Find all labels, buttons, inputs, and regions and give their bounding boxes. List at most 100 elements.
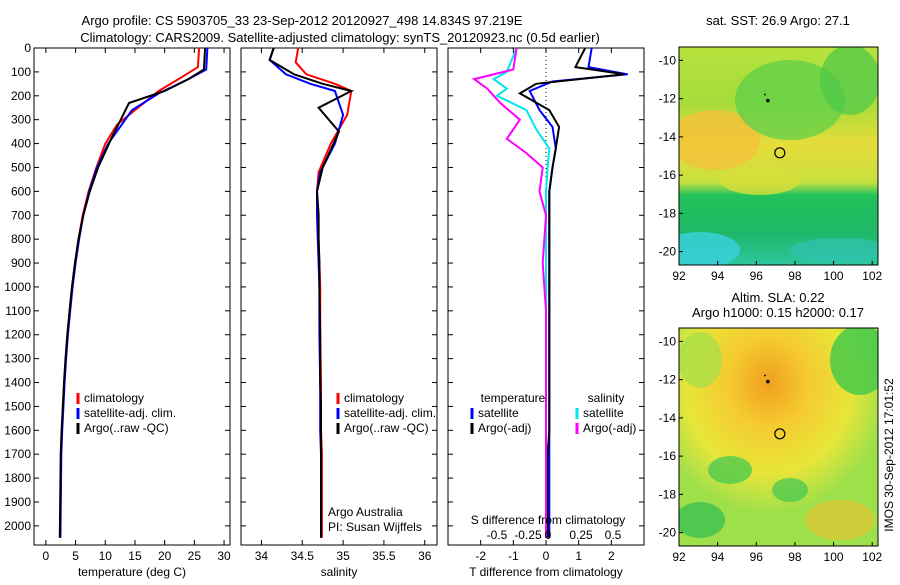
salinity-series-line (268, 47, 355, 538)
difference-xlabel: T difference from climatology (469, 565, 623, 579)
sst_map-xtick-label: 98 (788, 269, 802, 283)
legend-label: Argo(..raw -QC) (344, 421, 429, 435)
depth-tick-label: 100 (11, 65, 31, 79)
legend-label: climatology (344, 391, 404, 405)
figure-title-line1: Argo profile: CS 5903705_33 23-Sep-2012 … (82, 13, 523, 28)
sla_map-ytick-label: -12 (659, 373, 677, 387)
float-track-marker (766, 98, 770, 103)
float-track-marker (766, 379, 770, 384)
sst-map-frame (678, 46, 879, 266)
depth-tick-label: 600 (11, 184, 31, 198)
depth-tick-label: 1100 (5, 304, 31, 318)
sla_map-xtick-label: 98 (788, 550, 802, 564)
salinity-diff-tick-label: -0.25 (514, 528, 542, 542)
sla-map-subtitle: Argo h1000: 0.15 h2000: 0.17 (692, 305, 864, 320)
sst_map-ytick-label: -10 (659, 53, 677, 67)
profile-location-marker (774, 147, 786, 159)
sst-heatmap (679, 47, 878, 265)
depth-tick-label: 1900 (4, 495, 31, 509)
legend-label: satellite (478, 406, 519, 420)
salinity-xtick-label: 34.5 (291, 549, 315, 563)
sla-map-axes: 92 94 96 98 100 102 -10 -12 -14 -16 -18 -20 (659, 334, 883, 564)
salinity-panel (240, 47, 438, 546)
depth-tick-label: 800 (11, 232, 31, 246)
sla_map-ytick-label: -10 (659, 334, 677, 348)
sla_map-xtick-label: 102 (862, 550, 882, 564)
salinity-diff-tick-label: 0.5 (605, 528, 622, 542)
sla_map-ytick-label: -14 (659, 411, 677, 425)
legend-label: Argo(..raw -QC) (84, 421, 169, 435)
temperature-series-line (58, 47, 207, 538)
float-track-marker (763, 93, 766, 96)
depth-tick-label: 200 (11, 89, 31, 103)
difference-xtick-label: -1 (508, 549, 519, 563)
depth-tick-label: 700 (11, 208, 31, 222)
profile-location-marker (774, 428, 786, 440)
depth-tick-label: 1500 (4, 399, 31, 413)
depth-tick-label: 0 (24, 41, 31, 55)
salinity-diff-tick-label: 0.25 (569, 528, 593, 542)
salinity-series-line (294, 47, 353, 538)
depth-tick-label: 1600 (4, 423, 31, 437)
legend-head-salinity: salinity (588, 391, 625, 405)
imos-timestamp: IMOS 30-Sep-2012 17:01:52 (882, 378, 896, 532)
sst_map-xtick-label: 100 (824, 269, 844, 283)
depth-tick-label: 1000 (4, 280, 31, 294)
depth-tick-label: 1700 (4, 447, 31, 461)
legend-label: Argo(-adj) (478, 421, 531, 435)
difference-xtick-label: 0 (543, 549, 550, 563)
depth-tick-label: 1200 (4, 328, 31, 342)
sla_map-ytick-label: -18 (659, 487, 677, 501)
salinity-diff-tick-label: 0 (545, 528, 552, 542)
difference-series-line (517, 47, 625, 538)
temperature-xtick-label: 0 (43, 549, 50, 563)
sst_map-xtick-label: 92 (672, 269, 686, 283)
salinity-plot: 34 34.5 35 35.5 36 salinity climatologysatelli… (241, 47, 437, 579)
legend-head-temperature: temperature (481, 391, 546, 405)
salinity-xlabel: salinity (321, 565, 358, 579)
salinity-xtick-label: 36 (418, 549, 432, 563)
depth-tick-label: 400 (11, 137, 31, 151)
temperature-xtick-label: 15 (128, 549, 142, 563)
sst-map-axes: 92 94 96 98 100 102 -10 -12 -14 -16 -18 -20 (659, 53, 883, 283)
sla_map-xtick-label: 92 (672, 550, 686, 564)
difference-series-line (471, 47, 548, 538)
sla-map-frame (678, 327, 879, 547)
sla-heatmap (679, 328, 878, 546)
sst_map-ytick-label: -12 (659, 92, 677, 106)
operator-annotation: Argo Australia (328, 505, 403, 519)
salinity-xtick-label: 34 (255, 549, 269, 563)
temperature-xtick-label: 10 (99, 549, 113, 563)
difference-plot: -2 -1 0 1 2 T difference from climatology temp… (448, 47, 644, 579)
sla_map-xtick-label: 96 (750, 550, 764, 564)
temperature-xtick-label: 25 (188, 549, 202, 563)
depth-tick-label: 900 (11, 256, 31, 270)
difference-xtick-label: 1 (575, 549, 582, 563)
temperature-xtick-label: 20 (158, 549, 172, 563)
difference-xlabel-top: S difference from climatology (471, 513, 626, 527)
temperature-xtick-label: 30 (217, 549, 231, 563)
sla_map-xtick-label: 100 (824, 550, 844, 564)
difference-xtick-label: -2 (475, 549, 486, 563)
difference-series-line (491, 47, 551, 538)
salinity-diff-tick-label: -0.5 (487, 528, 508, 542)
sst_map-ytick-label: -16 (659, 168, 677, 182)
legend-label: climatology (84, 391, 144, 405)
figure-title-line2: Climatology: CARS2009. Satellite-adjuste… (80, 30, 600, 45)
temperature-panel (33, 47, 231, 546)
depth-tick-label: 1400 (4, 376, 31, 390)
difference-xtick-label: 2 (608, 549, 615, 563)
legend-label: satellite (583, 406, 624, 420)
sst_map-xtick-label: 94 (711, 269, 725, 283)
sla_map-xtick-label: 94 (711, 550, 725, 564)
legend-label: satellite-adj. clim. (344, 406, 436, 420)
depth-tick-label: 1800 (4, 471, 31, 485)
sla-map-title: Altim. SLA: 0.22 (731, 290, 824, 305)
sst-map-title: sat. SST: 26.9 Argo: 27.1 (706, 13, 850, 28)
sst_map-ytick-label: -18 (659, 206, 677, 220)
salinity-xtick-label: 35 (336, 549, 350, 563)
temperature-xtick-label: 5 (72, 549, 79, 563)
sst_map-ytick-label: -14 (659, 130, 677, 144)
salinity-xtick-label: 35.5 (372, 549, 396, 563)
